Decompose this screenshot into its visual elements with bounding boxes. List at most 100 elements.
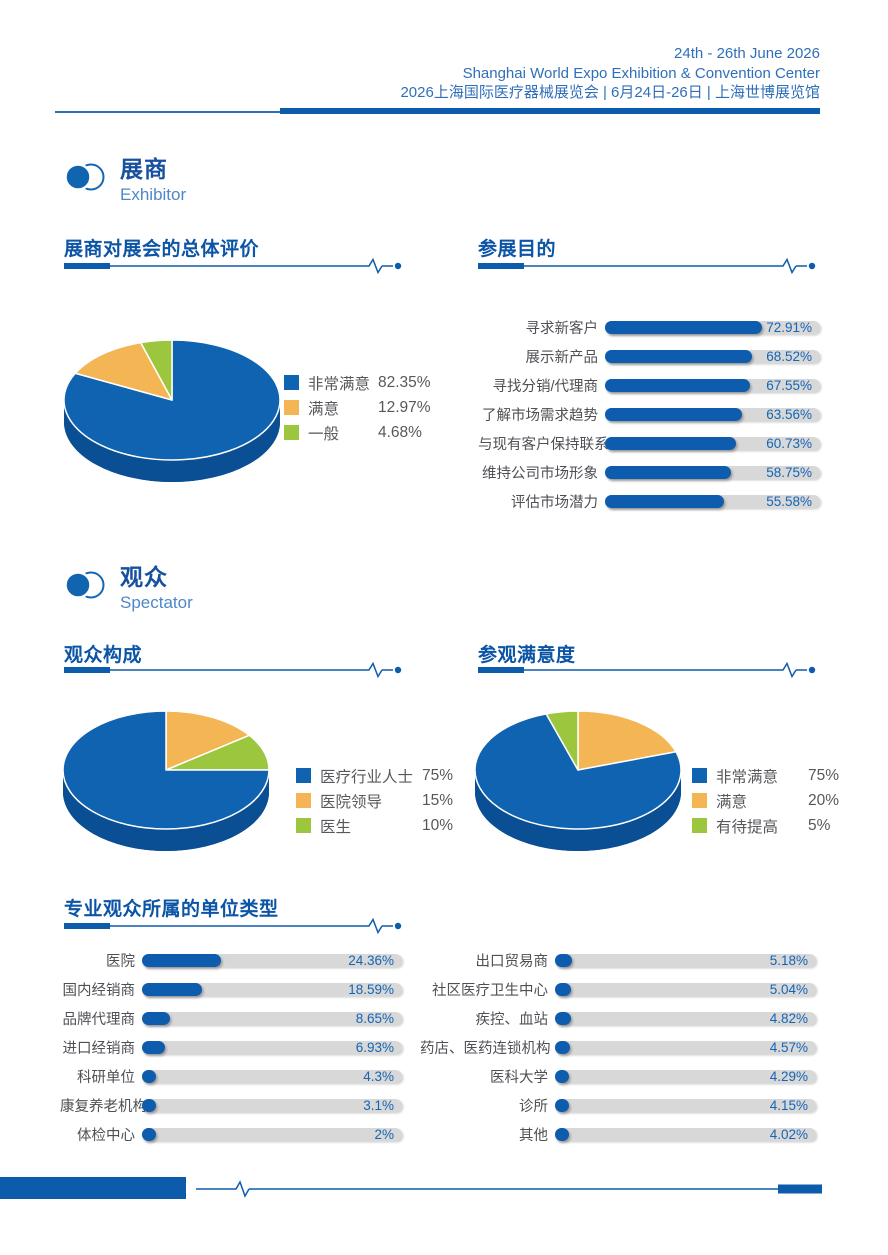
legend-value: 75%: [808, 766, 840, 784]
bar-fill: [605, 350, 753, 363]
bar-value: 24.36%: [348, 953, 394, 968]
legend-value: 5%: [808, 816, 831, 834]
bar-track: 4.3%: [142, 1070, 402, 1083]
bar-track: 63.56%: [605, 408, 820, 421]
bar-value: 18.59%: [348, 982, 394, 997]
pie-slice-0: [474, 713, 682, 830]
pie-slice-1: [577, 710, 677, 771]
bar-fill: [142, 1070, 156, 1083]
bar-track: 2%: [142, 1128, 402, 1141]
pie-side: [64, 400, 280, 482]
bar-track: 6.93%: [142, 1041, 402, 1054]
exhibitor-rating-legend: 非常满意 82.35% 满意 12.97% 一般 4.68%: [284, 370, 431, 445]
spectator-title-zh: 观众: [120, 564, 168, 590]
legend-swatch-icon: [284, 400, 299, 415]
legend-value: 4.68%: [378, 423, 422, 441]
bar-row: 出口贸易商 5.18%: [420, 946, 816, 975]
bar-track: 3.1%: [142, 1099, 402, 1112]
legend-label: 非常满意: [716, 768, 779, 786]
header-venue-zh: 2026上海国际医疗器械展览会 | 6月24日-26日 | 上海世博展览馆: [400, 84, 820, 101]
bar-value: 4.82%: [769, 1011, 808, 1026]
pie-slice-0: [63, 339, 281, 461]
legend-label: 医疗行业人士: [320, 768, 414, 786]
bar-row: 寻求新客户 72.91%: [478, 313, 820, 342]
bar-value: 72.91%: [766, 320, 812, 335]
legend-label: 满意: [716, 793, 748, 811]
exhibitor-title-zh: 展商: [120, 156, 168, 182]
legend-value: 75%: [422, 766, 454, 784]
bar-row: 其他 4.02%: [420, 1120, 816, 1149]
chart-title-visitor-composition: 观众构成: [64, 645, 143, 666]
pulse-line-decoration: [478, 661, 819, 683]
bar-value: 4.02%: [769, 1127, 808, 1142]
bar-fill: [142, 954, 222, 967]
bar-fill: [142, 983, 203, 996]
header-info: 24th - 26th June 2026 Shanghai World Exp…: [400, 44, 820, 103]
legend-item: 医生 10%: [296, 813, 453, 838]
bar-category-label: 出口贸易商: [475, 954, 549, 970]
bar-category-label: 与现有客户保持联系: [478, 437, 609, 453]
bar-track: 68.52%: [605, 350, 820, 363]
bar-fill: [555, 1099, 569, 1112]
bar-fill: [605, 495, 725, 508]
bar-row: 寻找分销/代理商 67.55%: [478, 371, 820, 400]
bar-value: 60.73%: [766, 436, 812, 451]
pulse-line-decoration: [478, 257, 819, 279]
bar-value: 8.65%: [355, 1011, 394, 1026]
visit-satisfaction-pie-chart: [474, 710, 682, 851]
legend-value: 15%: [422, 791, 454, 809]
legend-swatch-icon: [692, 768, 707, 783]
bar-value: 68.52%: [766, 349, 812, 364]
legend-value: 12.97%: [378, 398, 431, 416]
bar-track: 5.18%: [555, 954, 816, 967]
bar-category-label: 品牌代理商: [62, 1012, 136, 1028]
header-venue-en: Shanghai World Expo Exhibition & Convent…: [462, 64, 820, 82]
bar-fill: [142, 1128, 156, 1141]
exhibitor-rating-pie-chart: [63, 339, 281, 482]
legend-item: 满意 12.97%: [284, 395, 431, 420]
bar-row: 社区医疗卫生中心 5.04%: [420, 975, 816, 1004]
bar-category-label: 寻求新客户: [525, 321, 599, 337]
bar-track: 5.04%: [555, 983, 816, 996]
bar-value: 4.3%: [363, 1069, 394, 1084]
legend-item: 满意 20%: [692, 788, 839, 813]
bar-category-label: 体检中心: [77, 1128, 135, 1144]
bar-category-label: 维持公司市场形象: [482, 466, 598, 482]
bar-category-label: 国内经销商: [62, 983, 136, 999]
bar-value: 4.57%: [769, 1040, 808, 1055]
bar-value: 3.1%: [363, 1098, 394, 1113]
bar-value: 4.15%: [769, 1098, 808, 1113]
bar-fill: [555, 983, 572, 996]
bar-row: 诊所 4.15%: [420, 1091, 816, 1120]
bar-value: 5.18%: [769, 953, 808, 968]
bar-track: 67.55%: [605, 379, 820, 392]
header-date: 24th - 26th June 2026: [674, 45, 820, 62]
bar-value: 63.56%: [766, 407, 812, 422]
pulse-line-decoration: [64, 257, 405, 279]
bar-track: 4.15%: [555, 1099, 816, 1112]
legend-label: 有待提高: [716, 818, 779, 836]
bar-category-label: 医院: [106, 954, 135, 970]
pie-slice-2: [139, 339, 173, 401]
bar-category-label: 科研单位: [77, 1070, 135, 1086]
bar-track: 58.75%: [605, 466, 820, 479]
bar-value: 55.58%: [766, 494, 812, 509]
bar-value: 4.29%: [769, 1069, 808, 1084]
header-divider-thin: [55, 111, 280, 113]
bar-row: 国内经销商 18.59%: [60, 975, 402, 1004]
legend-value: 82.35%: [378, 373, 431, 391]
legend-swatch-icon: [692, 818, 707, 833]
bar-fill: [142, 1041, 165, 1054]
bar-value: 67.55%: [766, 378, 812, 393]
visit-satisfaction-legend: 非常满意 75% 满意 20% 有待提高 5%: [692, 763, 839, 838]
bar-category-label: 评估市场潜力: [511, 495, 598, 511]
bar-track: 4.02%: [555, 1128, 816, 1141]
legend-item: 一般 4.68%: [284, 420, 431, 445]
bar-track: 55.58%: [605, 495, 820, 508]
exhibitor-section-band: 展商 Exhibitor: [64, 150, 186, 205]
visitor-composition-pie-chart: [62, 710, 270, 851]
legend-swatch-icon: [296, 768, 311, 783]
bar-track: 4.29%: [555, 1070, 816, 1083]
bar-fill: [142, 1099, 156, 1112]
